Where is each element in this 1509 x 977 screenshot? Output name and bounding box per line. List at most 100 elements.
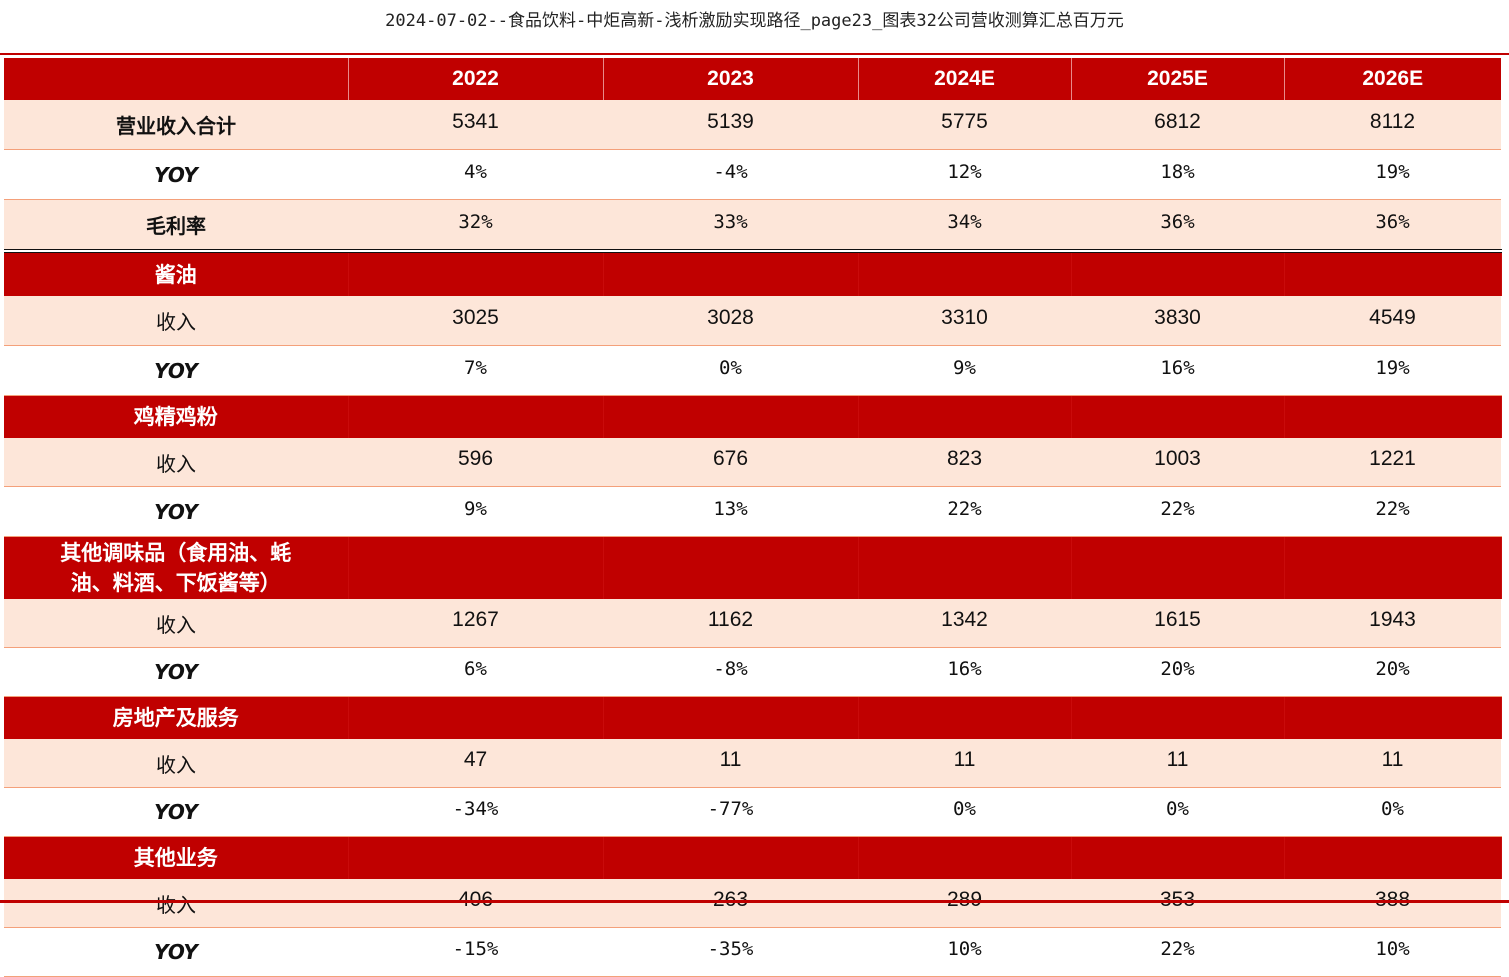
table-cell: 388 <box>1284 879 1501 928</box>
row-label: 毛利率 <box>4 199 348 252</box>
row-label: 收入 <box>4 879 348 928</box>
table-cell: 8112 <box>1284 100 1501 150</box>
table-cell: 1003 <box>1071 438 1284 487</box>
row-label: 收入 <box>4 739 348 788</box>
table-cell: 12% <box>858 149 1071 200</box>
table-cell: 406 <box>348 879 603 928</box>
table-row: 收入 3025 3028 3310 3830 4549 <box>4 296 1501 346</box>
table-cell: 19% <box>1284 149 1501 200</box>
row-label: YOY <box>4 486 348 537</box>
table-cell: 1162 <box>603 599 858 648</box>
row-label: YOY <box>4 787 348 837</box>
table-cell: 3028 <box>603 296 858 346</box>
table-row-gross-margin: 毛利率 32% 33% 34% 36% 36% <box>4 199 1501 252</box>
column-header: 2024E <box>858 58 1072 100</box>
table-cell: -15% <box>348 927 603 977</box>
header-row: 2022 2023 2024E 2025E 2026E <box>4 58 1501 100</box>
revenue-forecast-table: 2022 2023 2024E 2025E 2026E 营业收入合计 5341 … <box>4 58 1502 977</box>
table-cell: 1615 <box>1071 599 1284 648</box>
section-label: 酱油 <box>4 249 349 296</box>
table-cell: -77% <box>603 787 858 837</box>
table-cell: 596 <box>348 438 603 487</box>
table-cell: 11 <box>858 739 1071 788</box>
table-cell: 20% <box>1071 647 1284 697</box>
table-cell: 4% <box>348 149 603 200</box>
column-header: 2026E <box>1284 58 1501 100</box>
table-row: 收入 406 263 289 353 388 <box>4 879 1501 928</box>
table-cell: 10% <box>858 927 1071 977</box>
bottom-divider <box>0 900 1509 903</box>
table-cell: 6% <box>348 647 603 697</box>
column-header: 2023 <box>603 58 859 100</box>
table-cell: 11 <box>603 739 858 788</box>
row-label: 收入 <box>4 438 348 487</box>
table-cell: 22% <box>858 486 1071 537</box>
row-label: 营业收入合计 <box>4 100 348 150</box>
table-cell: 263 <box>603 879 858 928</box>
table-cell: 6812 <box>1071 100 1284 150</box>
row-label: YOY <box>4 647 348 697</box>
section-label: 其他业务 <box>4 836 349 879</box>
table-row: 收入 1267 1162 1342 1615 1943 <box>4 599 1501 648</box>
table-cell: -34% <box>348 787 603 837</box>
section-label-line: 其他调味品（食用油、蚝 <box>60 540 292 565</box>
table-cell: 3310 <box>858 296 1071 346</box>
table-row: YOY -34% -77% 0% 0% 0% <box>4 787 1501 837</box>
table-cell: 1943 <box>1284 599 1501 648</box>
section-row-other-business: 其他业务 <box>4 836 1502 879</box>
section-label: 房地产及服务 <box>4 696 349 739</box>
table-cell: 823 <box>858 438 1071 487</box>
table-cell: 11 <box>1284 739 1501 788</box>
table-cell: 5775 <box>858 100 1071 150</box>
table-cell: 11 <box>1071 739 1284 788</box>
table-cell: 4549 <box>1284 296 1501 346</box>
table-row: 收入 47 11 11 11 11 <box>4 739 1501 788</box>
table-cell: 22% <box>1071 927 1284 977</box>
row-label: YOY <box>4 927 348 977</box>
table-cell: 36% <box>1071 199 1284 252</box>
table-cell: 0% <box>603 345 858 396</box>
table-row-revenue-total: 营业收入合计 5341 5139 5775 6812 8112 <box>4 100 1501 150</box>
table-cell: 32% <box>348 199 603 252</box>
table-cell: 0% <box>1284 787 1501 837</box>
table-cell: 1342 <box>858 599 1071 648</box>
table-cell: 19% <box>1284 345 1501 396</box>
table-row: YOY 7% 0% 9% 16% 19% <box>4 345 1501 396</box>
row-label: YOY <box>4 149 348 200</box>
table-cell: 13% <box>603 486 858 537</box>
table-cell: 289 <box>858 879 1071 928</box>
table-cell: 676 <box>603 438 858 487</box>
column-header: 2025E <box>1071 58 1285 100</box>
table-cell: 0% <box>858 787 1071 837</box>
table-row: YOY 6% -8% 16% 20% 20% <box>4 647 1501 697</box>
table-row: YOY -15% -35% 10% 22% 10% <box>4 927 1501 977</box>
table-cell: 3025 <box>348 296 603 346</box>
section-row-chicken-essence: 鸡精鸡粉 <box>4 395 1502 438</box>
section-label-line: 油、料酒、下饭酱等） <box>70 570 281 595</box>
table-cell: 16% <box>858 647 1071 697</box>
table-cell: 47 <box>348 739 603 788</box>
header-blank-cell <box>4 58 349 100</box>
table-cell: 1221 <box>1284 438 1501 487</box>
table-row: 收入 596 676 823 1003 1221 <box>4 438 1501 487</box>
row-label: 收入 <box>4 599 348 648</box>
table-cell: -8% <box>603 647 858 697</box>
table-cell: 5341 <box>348 100 603 150</box>
column-header: 2022 <box>348 58 604 100</box>
table-cell: 36% <box>1284 199 1501 252</box>
row-label: YOY <box>4 345 348 396</box>
table-cell: 353 <box>1071 879 1284 928</box>
table-cell: 9% <box>348 486 603 537</box>
table-row: YOY 9% 13% 22% 22% 22% <box>4 486 1501 537</box>
section-row-soy-sauce: 酱油 <box>4 249 1502 296</box>
table-cell: 22% <box>1071 486 1284 537</box>
table-cell: 1267 <box>348 599 603 648</box>
table-cell: 34% <box>858 199 1071 252</box>
table-cell: -4% <box>603 149 858 200</box>
table-cell: 18% <box>1071 149 1284 200</box>
table-cell: 10% <box>1284 927 1501 977</box>
table-cell: 3830 <box>1071 296 1284 346</box>
section-row-other-condiments: 其他调味品（食用油、蚝 油、料酒、下饭酱等） <box>4 536 1502 599</box>
table-row-yoy-total: YOY 4% -4% 12% 18% 19% <box>4 149 1501 200</box>
table-cell: 7% <box>348 345 603 396</box>
